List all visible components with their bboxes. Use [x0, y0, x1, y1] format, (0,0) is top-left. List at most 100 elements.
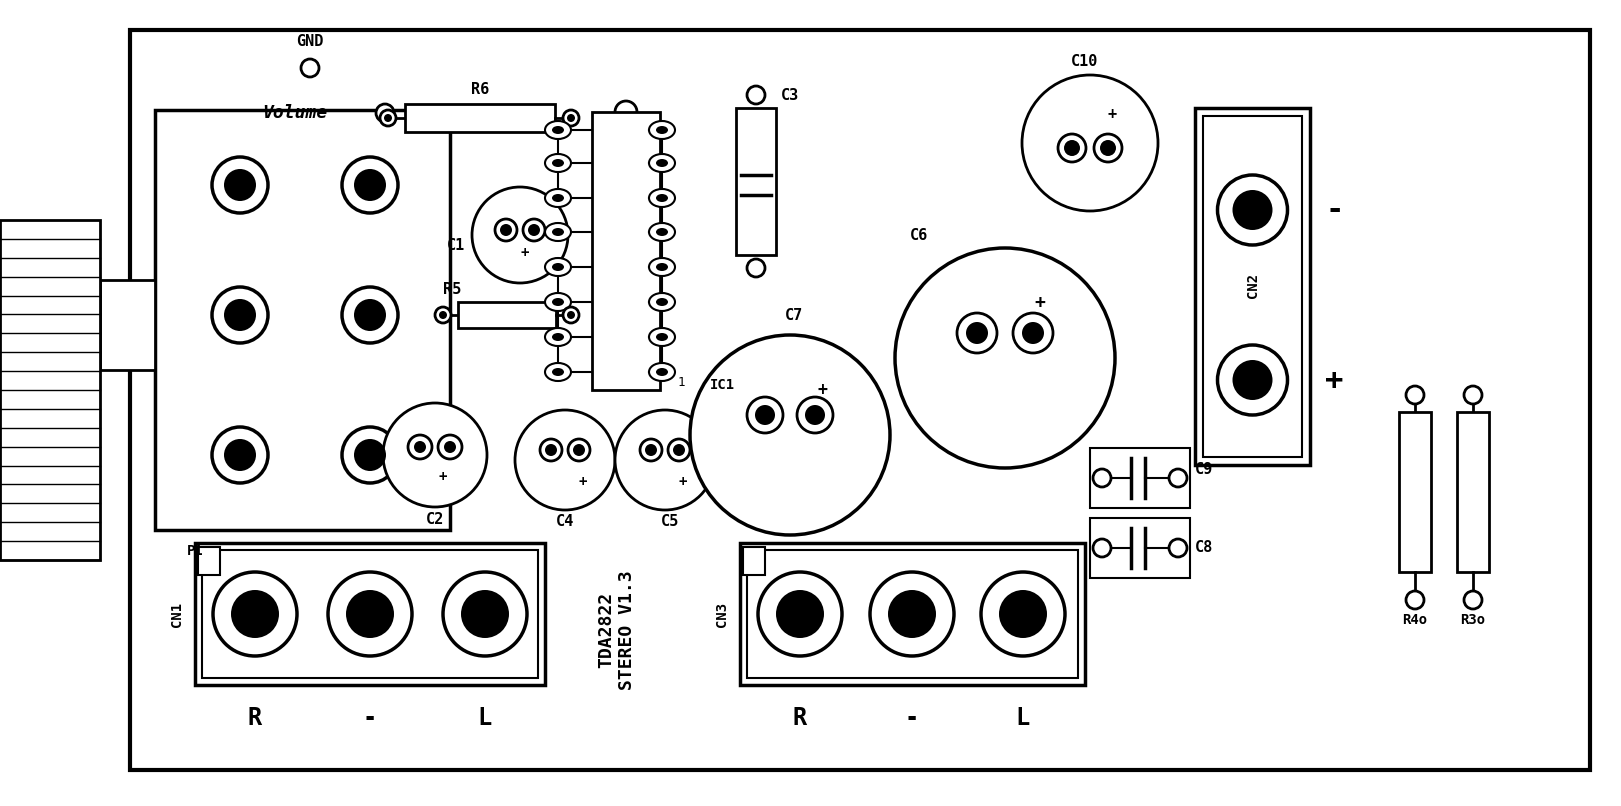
Ellipse shape	[657, 126, 668, 134]
Text: C7: C7	[785, 309, 804, 323]
Circle shape	[567, 439, 590, 461]
Circle shape	[759, 572, 841, 656]
Text: -: -	[1324, 196, 1344, 225]
Circle shape	[224, 169, 256, 201]
Circle shape	[1063, 140, 1080, 156]
Text: Volume: Volume	[263, 104, 327, 122]
Bar	[156, 110, 451, 530]
Text: CN1: CN1	[170, 601, 185, 626]
Ellipse shape	[648, 328, 674, 346]
Ellipse shape	[657, 159, 668, 167]
Ellipse shape	[545, 121, 571, 139]
Circle shape	[776, 590, 823, 638]
Circle shape	[691, 335, 890, 535]
Circle shape	[870, 572, 955, 656]
Text: +: +	[579, 475, 587, 489]
Text: 1: 1	[678, 376, 686, 389]
Text: C5: C5	[661, 514, 679, 530]
Circle shape	[383, 403, 486, 507]
Ellipse shape	[657, 333, 668, 341]
Circle shape	[645, 444, 657, 456]
Text: L: L	[478, 706, 493, 730]
Ellipse shape	[545, 363, 571, 381]
Circle shape	[1232, 190, 1272, 230]
Text: R6: R6	[470, 82, 490, 98]
Circle shape	[956, 313, 997, 353]
Bar	[592, 112, 660, 390]
Circle shape	[353, 299, 386, 331]
Circle shape	[545, 444, 558, 456]
Text: +: +	[520, 246, 528, 260]
Circle shape	[747, 86, 765, 104]
Circle shape	[376, 104, 394, 122]
Text: +: +	[679, 475, 687, 489]
Circle shape	[224, 299, 256, 331]
Text: R: R	[248, 706, 263, 730]
Bar	[405, 104, 554, 132]
Ellipse shape	[545, 223, 571, 241]
Text: R: R	[793, 706, 807, 730]
Ellipse shape	[657, 194, 668, 202]
Bar	[101, 280, 156, 370]
Circle shape	[345, 590, 394, 638]
Circle shape	[1464, 591, 1482, 609]
Circle shape	[1169, 469, 1187, 487]
Text: R4o: R4o	[1402, 613, 1428, 627]
Bar	[1089, 448, 1190, 508]
Ellipse shape	[648, 258, 674, 276]
Ellipse shape	[648, 154, 674, 172]
Text: +: +	[1324, 365, 1344, 394]
Circle shape	[1405, 591, 1423, 609]
Text: C1: C1	[447, 238, 465, 252]
Text: C9: C9	[1195, 463, 1213, 477]
Circle shape	[1059, 134, 1086, 162]
Circle shape	[1021, 75, 1157, 211]
Text: P1: P1	[186, 544, 204, 558]
Text: C6: C6	[909, 227, 929, 243]
Bar	[0, 220, 101, 560]
Ellipse shape	[553, 159, 564, 167]
Ellipse shape	[545, 189, 571, 207]
Circle shape	[540, 439, 562, 461]
Bar	[1203, 116, 1302, 457]
Circle shape	[212, 427, 267, 483]
Ellipse shape	[553, 126, 564, 134]
Circle shape	[224, 439, 256, 471]
Bar	[1457, 412, 1490, 572]
Circle shape	[438, 435, 462, 459]
Ellipse shape	[648, 293, 674, 311]
Bar	[1089, 518, 1190, 578]
Circle shape	[460, 590, 509, 638]
Circle shape	[342, 427, 399, 483]
Text: +: +	[439, 470, 447, 484]
Ellipse shape	[545, 258, 571, 276]
Bar	[741, 543, 1084, 685]
Circle shape	[1464, 386, 1482, 404]
Text: L: L	[1016, 706, 1029, 730]
Circle shape	[413, 441, 426, 453]
Circle shape	[212, 287, 267, 343]
Circle shape	[528, 224, 540, 236]
Bar	[195, 543, 545, 685]
Circle shape	[1232, 360, 1272, 400]
Circle shape	[1013, 313, 1054, 353]
Ellipse shape	[545, 154, 571, 172]
Circle shape	[444, 441, 456, 453]
Ellipse shape	[553, 333, 564, 341]
Circle shape	[1021, 322, 1044, 344]
Circle shape	[408, 435, 433, 459]
Text: +: +	[817, 381, 827, 399]
Ellipse shape	[553, 263, 564, 271]
Circle shape	[562, 110, 579, 126]
Circle shape	[524, 219, 545, 241]
Circle shape	[999, 590, 1047, 638]
Text: C4: C4	[556, 514, 574, 530]
Circle shape	[668, 439, 691, 461]
Circle shape	[439, 311, 447, 319]
Ellipse shape	[648, 189, 674, 207]
Text: R5: R5	[443, 282, 462, 297]
Text: TDA2822
STEREO V1.3: TDA2822 STEREO V1.3	[598, 570, 637, 690]
Circle shape	[747, 397, 783, 433]
Circle shape	[673, 444, 686, 456]
Circle shape	[1094, 134, 1122, 162]
